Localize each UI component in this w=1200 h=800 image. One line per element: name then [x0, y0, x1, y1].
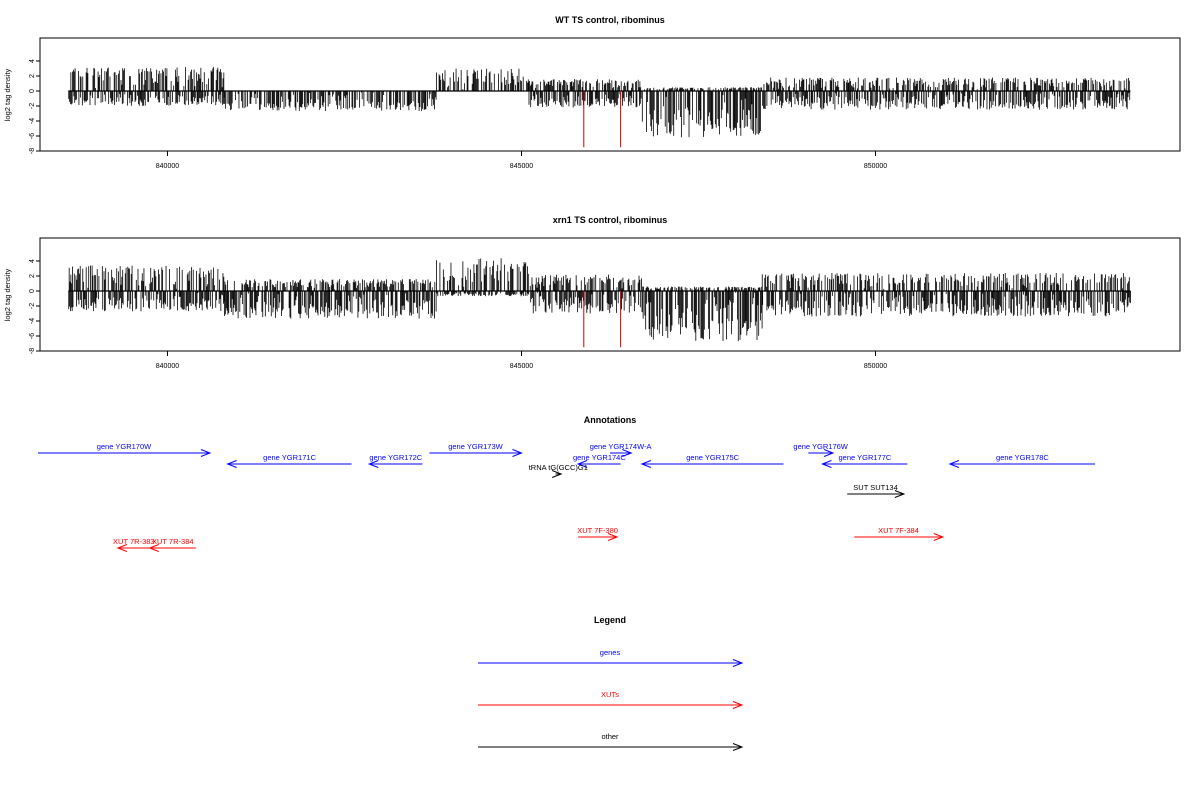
annotation-feature: gene YGR177C — [821, 453, 908, 468]
legend-item-label: XUTs — [601, 690, 619, 699]
feature-arrow-head — [732, 743, 744, 751]
feature-arrow-head — [732, 701, 744, 709]
y-tick-label: -4 — [29, 118, 36, 124]
annotation-feature-label: XUT 7R-384 — [152, 537, 194, 546]
y-tick-label: 0 — [29, 289, 36, 293]
wt-track-ylabel: log2 tag density — [3, 68, 12, 121]
annotation-feature: XUT 7R-383 — [113, 537, 155, 552]
xrn1-axes-group: -8 -6 -4 -2 0 2 4 840000 845000 850000 — [29, 259, 887, 370]
annotation-feature: gene YGR171C — [226, 453, 352, 468]
x-tick-label: 840000 — [156, 363, 179, 370]
annotation-feature: tRNA tG(GCC)G1 — [529, 463, 588, 478]
feature-arrow-head — [607, 533, 619, 541]
wt-plot-frame — [39, 37, 1181, 152]
legend-item-label: other — [601, 732, 619, 741]
legend-item-label: genes — [600, 648, 621, 657]
y-tick-label: -8 — [29, 348, 36, 354]
annotation-feature: gene YGR174W-A — [590, 442, 652, 457]
feature-arrow-head — [512, 449, 523, 457]
feature-arrow-head — [622, 449, 633, 457]
xrn1-track-title: xrn1 TS control, ribominus — [553, 215, 668, 225]
legend-title: Legend — [594, 615, 626, 625]
annotation-feature-label: gene YGR170W — [97, 442, 152, 451]
annotation-feature-label: gene YGR173W — [448, 442, 503, 451]
feature-arrow-head — [732, 659, 744, 667]
feature-arrow-head — [576, 460, 588, 468]
annotation-feature: XUT 7F-380 — [577, 526, 619, 541]
x-tick-label: 850000 — [864, 163, 887, 170]
y-tick-label: -8 — [29, 148, 36, 154]
x-tick-label: 845000 — [510, 363, 533, 370]
x-tick-label: 840000 — [156, 163, 179, 170]
annotation-feature: SUT SUT134 — [847, 483, 906, 498]
annotation-feature-label: gene YGR174W-A — [590, 442, 652, 451]
annotation-feature-label: gene YGR172C — [369, 453, 422, 462]
annotation-feature-label: XUT 7R-383 — [113, 537, 155, 546]
wt-bars-group — [68, 67, 1131, 148]
annotation-feature-label: XUT 7F-380 — [577, 526, 618, 535]
feature-arrow-head — [821, 460, 832, 468]
feature-arrow-head — [933, 533, 945, 541]
annotation-feature-label: gene YGR176W — [793, 442, 848, 451]
annotation-feature-label: gene YGR177C — [838, 453, 891, 462]
feature-arrow-head — [116, 544, 128, 552]
y-tick-label: -2 — [29, 303, 36, 309]
annotation-features-group: gene YGR170W gene YGR171C gene YGR172C gene… — [38, 442, 1096, 552]
legend-items-group: genes XUTs other — [478, 648, 744, 751]
feature-arrow-head — [640, 460, 652, 468]
annotation-feature-label: gene YGR171C — [263, 453, 316, 462]
y-tick-label: 4 — [29, 259, 36, 263]
x-tick-label: 850000 — [864, 363, 887, 370]
annotation-feature: gene YGR174C — [573, 453, 626, 468]
wt-track-title: WT TS control, ribominus — [555, 15, 665, 25]
y-tick-label: -4 — [29, 318, 36, 324]
xrn1-plot-frame — [39, 237, 1181, 352]
annotation-feature: gene YGR173W — [429, 442, 523, 457]
annotation-feature-label: gene YGR174C — [573, 453, 626, 462]
annotation-feature-label: XUT 7F-384 — [878, 526, 919, 535]
annotation-feature: XUT 7R-384 — [148, 537, 196, 552]
feature-arrow-head — [823, 449, 835, 457]
legend-item: genes — [478, 648, 744, 667]
x-tick-label: 845000 — [510, 163, 533, 170]
xrn1-bars-group — [68, 258, 1131, 348]
wt-axes-group: -8 -6 -4 -2 0 2 4 840000 845000 850000 — [29, 59, 887, 170]
legend-item: XUTs — [478, 690, 744, 709]
xrn1-track-ylabel: log2 tag density — [3, 268, 12, 321]
wt-track-panel: WT TS control, ribominus log2 tag densit… — [3, 15, 1181, 170]
annotation-feature: XUT 7F-384 — [854, 526, 945, 541]
annotation-feature-label: tRNA tG(GCC)G1 — [529, 463, 588, 472]
annotation-feature: gene YGR176W — [793, 442, 849, 457]
annotation-feature: gene YGR170W — [38, 442, 212, 457]
feature-arrow-head — [200, 449, 212, 457]
y-tick-label: 2 — [29, 74, 36, 78]
feature-arrow-head — [551, 470, 563, 478]
feature-arrow-head — [894, 490, 906, 498]
annotation-feature-label: gene YGR175C — [686, 453, 739, 462]
y-tick-label: -2 — [29, 103, 36, 109]
annotation-feature-label: gene YGR178C — [996, 453, 1049, 462]
annotation-feature: gene YGR175C — [640, 453, 784, 468]
annotation-feature-label: SUT SUT134 — [853, 483, 897, 492]
feature-arrow-head — [367, 460, 379, 468]
xrn1-track-panel: xrn1 TS control, ribominus log2 tag dens… — [3, 215, 1181, 370]
legend-panel: Legend genes XUTs other — [478, 615, 744, 751]
y-tick-label: 0 — [29, 89, 36, 93]
y-tick-label: -6 — [29, 333, 36, 339]
y-tick-label: 2 — [29, 274, 36, 278]
annotation-feature: gene YGR172C — [367, 453, 423, 468]
y-tick-label: 4 — [29, 59, 36, 63]
legend-item: other — [478, 732, 744, 751]
feature-arrow-head — [226, 460, 237, 468]
annotations-title: Annotations — [584, 415, 637, 425]
y-tick-label: -6 — [29, 133, 36, 139]
feature-arrow-head — [948, 460, 960, 468]
annotation-feature: gene YGR178C — [948, 453, 1096, 468]
feature-arrow-head — [148, 544, 159, 552]
